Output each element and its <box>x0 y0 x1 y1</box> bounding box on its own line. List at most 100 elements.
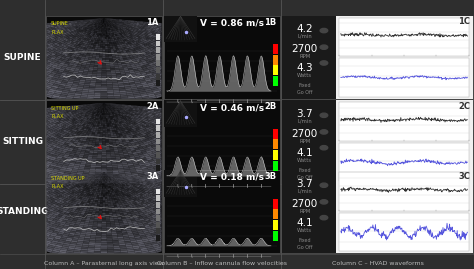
Polygon shape <box>91 113 94 115</box>
Polygon shape <box>132 139 137 141</box>
Polygon shape <box>134 37 137 40</box>
Polygon shape <box>110 106 113 108</box>
Polygon shape <box>63 144 67 147</box>
Polygon shape <box>72 150 77 153</box>
Polygon shape <box>112 20 116 21</box>
Polygon shape <box>91 107 94 108</box>
Polygon shape <box>121 199 125 201</box>
Polygon shape <box>61 137 65 140</box>
Polygon shape <box>122 49 126 51</box>
Polygon shape <box>107 77 112 79</box>
Polygon shape <box>102 220 106 222</box>
Polygon shape <box>108 35 109 37</box>
Polygon shape <box>106 104 108 106</box>
Polygon shape <box>109 179 111 180</box>
Polygon shape <box>128 214 132 216</box>
Polygon shape <box>55 107 59 108</box>
Polygon shape <box>134 33 137 34</box>
Polygon shape <box>128 208 132 210</box>
Polygon shape <box>157 232 162 235</box>
Polygon shape <box>143 192 147 194</box>
Polygon shape <box>110 70 115 72</box>
Polygon shape <box>46 217 48 220</box>
Polygon shape <box>137 111 141 113</box>
Polygon shape <box>88 41 91 43</box>
Polygon shape <box>118 107 121 108</box>
Polygon shape <box>98 20 100 22</box>
Polygon shape <box>91 106 93 107</box>
Polygon shape <box>81 220 86 222</box>
Polygon shape <box>87 179 90 181</box>
Polygon shape <box>97 109 99 111</box>
Polygon shape <box>141 157 146 160</box>
Text: PLAX: PLAX <box>51 30 64 35</box>
Polygon shape <box>53 52 58 54</box>
Polygon shape <box>103 133 105 134</box>
Polygon shape <box>114 221 119 223</box>
Polygon shape <box>95 107 98 108</box>
Polygon shape <box>99 195 101 197</box>
Polygon shape <box>77 183 80 185</box>
Polygon shape <box>97 116 99 118</box>
Polygon shape <box>70 231 76 233</box>
Polygon shape <box>78 218 82 220</box>
Polygon shape <box>113 23 116 24</box>
Polygon shape <box>116 108 118 110</box>
Polygon shape <box>98 175 100 177</box>
Polygon shape <box>77 34 81 36</box>
Polygon shape <box>76 173 83 175</box>
Polygon shape <box>127 181 130 182</box>
Text: Go Off: Go Off <box>297 245 312 250</box>
Polygon shape <box>106 138 109 139</box>
Polygon shape <box>95 173 98 174</box>
Polygon shape <box>64 224 69 227</box>
Polygon shape <box>102 173 104 174</box>
Polygon shape <box>107 174 109 175</box>
Polygon shape <box>158 212 162 215</box>
Polygon shape <box>64 176 68 177</box>
Polygon shape <box>50 119 54 121</box>
Polygon shape <box>93 23 96 24</box>
Polygon shape <box>109 24 110 26</box>
Polygon shape <box>118 21 122 22</box>
Polygon shape <box>82 51 85 53</box>
Polygon shape <box>155 127 159 130</box>
Polygon shape <box>158 40 162 42</box>
Polygon shape <box>134 136 138 139</box>
Polygon shape <box>135 53 140 56</box>
Polygon shape <box>115 20 118 22</box>
Polygon shape <box>116 186 119 189</box>
Polygon shape <box>135 208 140 210</box>
Polygon shape <box>93 114 95 116</box>
Polygon shape <box>152 107 155 109</box>
Polygon shape <box>94 186 97 188</box>
Polygon shape <box>86 210 90 212</box>
Polygon shape <box>121 182 125 184</box>
Polygon shape <box>127 38 130 40</box>
Polygon shape <box>75 210 79 212</box>
Polygon shape <box>54 43 58 45</box>
Polygon shape <box>73 56 78 59</box>
Polygon shape <box>95 190 98 192</box>
Polygon shape <box>127 36 130 38</box>
Polygon shape <box>48 217 54 220</box>
Polygon shape <box>67 26 71 28</box>
Polygon shape <box>104 173 107 174</box>
Polygon shape <box>97 179 99 180</box>
Polygon shape <box>102 65 106 67</box>
Polygon shape <box>73 28 76 30</box>
Polygon shape <box>117 146 121 148</box>
Polygon shape <box>130 132 134 134</box>
Polygon shape <box>155 45 159 48</box>
Polygon shape <box>113 19 116 20</box>
Polygon shape <box>58 186 62 188</box>
Polygon shape <box>101 120 103 122</box>
Polygon shape <box>51 32 55 34</box>
Polygon shape <box>108 105 110 107</box>
Polygon shape <box>66 145 71 148</box>
Polygon shape <box>155 23 159 24</box>
Polygon shape <box>117 23 119 24</box>
Polygon shape <box>98 21 100 22</box>
Polygon shape <box>75 77 81 79</box>
Polygon shape <box>66 35 70 37</box>
